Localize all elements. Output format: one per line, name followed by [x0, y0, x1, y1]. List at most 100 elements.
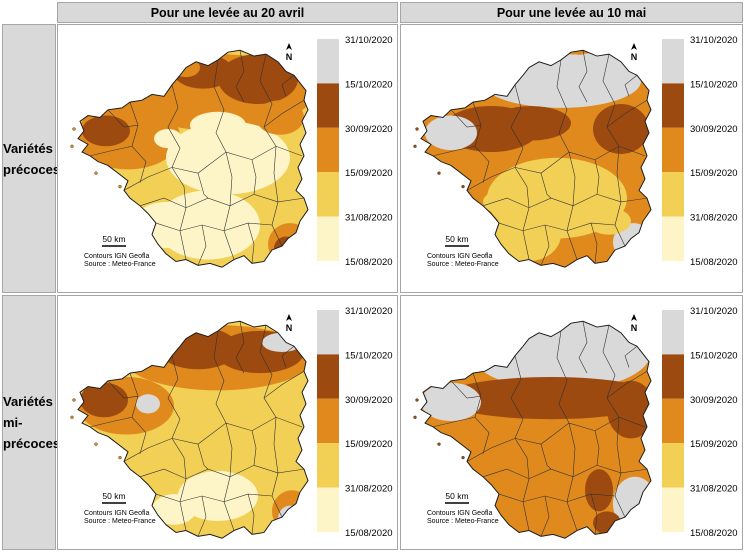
- map-source: Source : Meteo-France: [427, 518, 499, 525]
- map-svg: N 31/10/2020 15/10/2020 30/09/2020 15/09/202…: [413, 306, 738, 539]
- department-boundary: [281, 346, 295, 368]
- map-panel: N 31/10/2020 15/10/2020 30/09/2020 15/09/202…: [57, 295, 398, 550]
- map-credit: Contours IGN Geofla: [427, 253, 492, 260]
- department-boundary: [472, 102, 490, 183]
- department-boundary: [614, 417, 626, 518]
- legend-swatch: [317, 216, 339, 261]
- department-boundary: [594, 159, 600, 195]
- department-boundary: [197, 173, 209, 199]
- north-arrow-icon: N: [286, 43, 292, 62]
- island: [70, 415, 74, 419]
- department-boundary: [498, 493, 616, 503]
- island: [461, 184, 465, 189]
- column-header-20-avril: Pour une levée au 20 avril: [57, 2, 398, 23]
- map-zone: [501, 57, 561, 97]
- legend-tick-label: 15/09/2020: [345, 439, 393, 450]
- department-boundary: [107, 380, 139, 399]
- department-boundary: [129, 373, 147, 454]
- legend-tick-label: 30/09/2020: [690, 124, 738, 135]
- legend-swatch: [317, 487, 339, 532]
- map-zone: [166, 121, 290, 195]
- map-zone: [80, 382, 128, 418]
- map-zone: [178, 471, 258, 521]
- island: [118, 184, 122, 189]
- map-zone: [152, 494, 196, 525]
- map-source: Source : Meteo-France: [84, 518, 156, 525]
- department-boundary: [556, 59, 570, 153]
- map-zone: [190, 111, 246, 139]
- island: [70, 144, 74, 148]
- department-boundary: [578, 50, 588, 103]
- department-boundary: [450, 109, 482, 128]
- map-zone: [491, 105, 571, 141]
- department-boundary: [271, 146, 283, 247]
- map-zone: [425, 115, 477, 151]
- legend-tick-label: 15/08/2020: [690, 528, 738, 539]
- department-boundary: [259, 325, 277, 418]
- department-boundary: [123, 145, 303, 191]
- legend-tick-label: 15/08/2020: [690, 257, 738, 268]
- legend-swatch: [662, 487, 684, 532]
- department-boundary: [171, 438, 187, 531]
- legend-swatch: [662, 172, 684, 217]
- department-boundary: [466, 416, 646, 462]
- department-boundary: [213, 330, 227, 424]
- row-label-line: mi-: [3, 415, 23, 430]
- column-header-label: Pour une levée au 20 avril: [150, 5, 305, 20]
- north-arrow-label: N: [631, 323, 638, 333]
- department-boundary: [432, 145, 476, 157]
- legend-swatch: [662, 216, 684, 261]
- legend-tick-label: 31/10/2020: [345, 306, 393, 317]
- legend-swatch: [662, 398, 684, 444]
- legend-tick-label: 31/10/2020: [690, 306, 738, 317]
- department-boundary: [432, 416, 476, 428]
- north-arrow-icon: N: [631, 314, 638, 333]
- department-boundary: [590, 494, 598, 535]
- legend: 31/10/2020 15/10/2020 30/09/2020 15/09/2020…: [317, 306, 393, 539]
- department-boundary: [223, 151, 235, 260]
- department-boundary: [129, 102, 147, 183]
- region-outline: [77, 320, 309, 539]
- department-boundary: [213, 59, 227, 153]
- department-boundary: [197, 495, 207, 537]
- map-credit: Contours IGN Geofla: [84, 510, 149, 517]
- map-svg: N 31/10/2020 15/10/2020 30/09/2020 15/09/202…: [70, 306, 393, 539]
- legend-tick-label: 15/10/2020: [345, 79, 393, 90]
- department-boundary: [155, 493, 273, 503]
- map-svg: N 31/10/2020 15/10/2020 30/09/2020 15/09/202…: [413, 35, 738, 268]
- column-header-label: Pour une levée au 10 mai: [496, 5, 647, 20]
- legend-swatch: [662, 39, 684, 84]
- department-boundary: [251, 159, 257, 195]
- department-boundary: [123, 416, 303, 462]
- row-label-line: Variétés: [3, 394, 53, 409]
- department-boundary: [602, 325, 620, 418]
- department-boundary: [540, 444, 552, 470]
- department-boundary: [566, 422, 578, 531]
- map-source: Source : Meteo-France: [427, 261, 499, 268]
- scale-bar: 50 km: [445, 234, 469, 247]
- scale-bar-label: 50 km: [102, 491, 125, 501]
- map-zone: [180, 400, 300, 458]
- map-zone: [268, 223, 308, 266]
- department-boundary: [514, 167, 530, 260]
- department-boundary: [197, 444, 209, 470]
- map-panel: N 31/10/2020 15/10/2020 30/09/2020 15/09/202…: [400, 295, 743, 550]
- department-boundary: [482, 193, 648, 209]
- legend: 31/10/2020 15/10/2020 30/09/2020 15/09/2020…: [662, 35, 738, 268]
- department-boundary: [514, 438, 530, 531]
- map-zone: [493, 207, 561, 262]
- scale-bar: 50 km: [445, 491, 469, 504]
- legend-swatch: [317, 310, 339, 355]
- scale-bar: 50 km: [102, 234, 126, 247]
- row-label-mi-precoces: Variétés mi- précoces: [2, 295, 60, 550]
- map-zone: [593, 104, 649, 154]
- department-boundary: [89, 145, 133, 157]
- legend-tick-label: 30/09/2020: [345, 395, 393, 406]
- department-boundary: [247, 223, 255, 264]
- column-header-10-mai: Pour une levée au 10 mai: [400, 2, 743, 23]
- island: [437, 442, 441, 446]
- legend-tick-label: 15/09/2020: [690, 439, 738, 450]
- department-boundary: [450, 380, 482, 399]
- map-zone: [441, 376, 651, 420]
- legend-swatch: [662, 127, 684, 173]
